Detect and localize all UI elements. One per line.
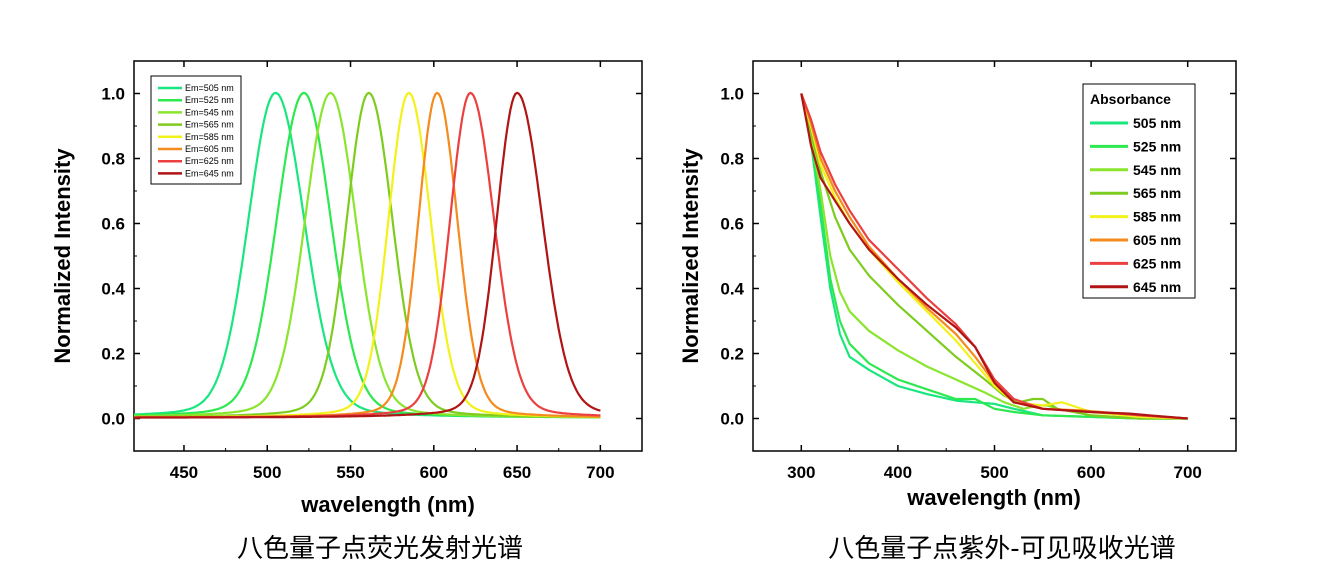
- x-axis-title: wavelength (nm): [906, 485, 1081, 510]
- y-tick-label: 0.2: [720, 345, 744, 364]
- legend-label: Em=545 nm: [185, 107, 234, 117]
- legend-label: 545 nm: [1133, 162, 1181, 178]
- x-tick-label: 700: [1174, 463, 1202, 482]
- emission-chart: 450 500 550 600 650 700 0.0 0.2 0.4 0.6 0.8 1.0 Em=…: [50, 60, 643, 517]
- x-tick-label: 600: [1077, 463, 1105, 482]
- legend-label: Em=625 nm: [185, 156, 234, 166]
- x-tick-label: 700: [586, 463, 614, 482]
- x-tick-label: 550: [336, 463, 364, 482]
- y-tick-label: 0.4: [720, 280, 744, 299]
- y-tick-label: 1.0: [720, 85, 744, 104]
- y-tick-label: 0.6: [101, 215, 125, 234]
- x-tick-label: 300: [787, 463, 815, 482]
- x-axis-title: wavelength (nm): [300, 492, 475, 517]
- legend-label: 605 nm: [1133, 232, 1181, 248]
- legend: Absorbance 505 nm 525 nm 545 nm 565 nm 585 n…: [1082, 83, 1196, 299]
- absorbance-chart: 300 400 500 600 700 0.0 0.2 0.4 0.6 0.8 1.0 Absorb…: [678, 60, 1237, 510]
- legend-label: 565 nm: [1133, 185, 1181, 201]
- legend-label: 525 nm: [1133, 138, 1181, 154]
- y-tick-label: 0.8: [101, 150, 125, 169]
- legend-label: 625 nm: [1133, 255, 1181, 271]
- y-axis-title: Normalized Intensity: [50, 148, 75, 364]
- y-axis-title: Normalized Intensity: [678, 148, 703, 364]
- legend-label: Em=505 nm: [185, 83, 234, 93]
- series-line-525: [800, 93, 1188, 420]
- legend-label: 585 nm: [1133, 209, 1181, 225]
- x-tick-label: 450: [170, 463, 198, 482]
- series-line-585: [800, 93, 1188, 420]
- x-tick-label: 650: [503, 463, 531, 482]
- y-tick-label: 0.6: [720, 215, 744, 234]
- y-tick-label: 0.8: [720, 150, 744, 169]
- legend-label: Em=585 nm: [185, 132, 234, 142]
- legend-label: 645 nm: [1133, 279, 1181, 295]
- legend-label: Em=645 nm: [185, 168, 234, 178]
- x-tick-label: 400: [884, 463, 912, 482]
- y-tick-label: 0.4: [101, 280, 125, 299]
- series-line-645: [134, 91, 601, 419]
- legend-label: Em=605 nm: [185, 144, 234, 154]
- x-tick-label: 500: [253, 463, 281, 482]
- y-tick-label: 0.0: [101, 410, 125, 429]
- left-caption: 八色量子点荧光发射光谱: [237, 534, 523, 564]
- x-tick-label: 600: [420, 463, 448, 482]
- legend-label: Em=525 nm: [185, 95, 234, 105]
- y-tick-label: 1.0: [101, 85, 125, 104]
- right-caption: 八色量子点紫外-可见吸收光谱: [828, 534, 1175, 564]
- legend-label: Em=565 nm: [185, 120, 234, 130]
- legend-title: Absorbance: [1090, 91, 1171, 107]
- legend-label: 505 nm: [1133, 115, 1181, 131]
- y-tick-label: 0.2: [101, 345, 125, 364]
- legend-box: [150, 75, 242, 185]
- legend: Em=505 nm Em=525 nm Em=545 nm Em=565 nm Em=5…: [150, 75, 242, 185]
- series-line-645: [800, 93, 1188, 420]
- y-tick-label: 0.0: [720, 410, 744, 429]
- x-tick-label: 500: [980, 463, 1008, 482]
